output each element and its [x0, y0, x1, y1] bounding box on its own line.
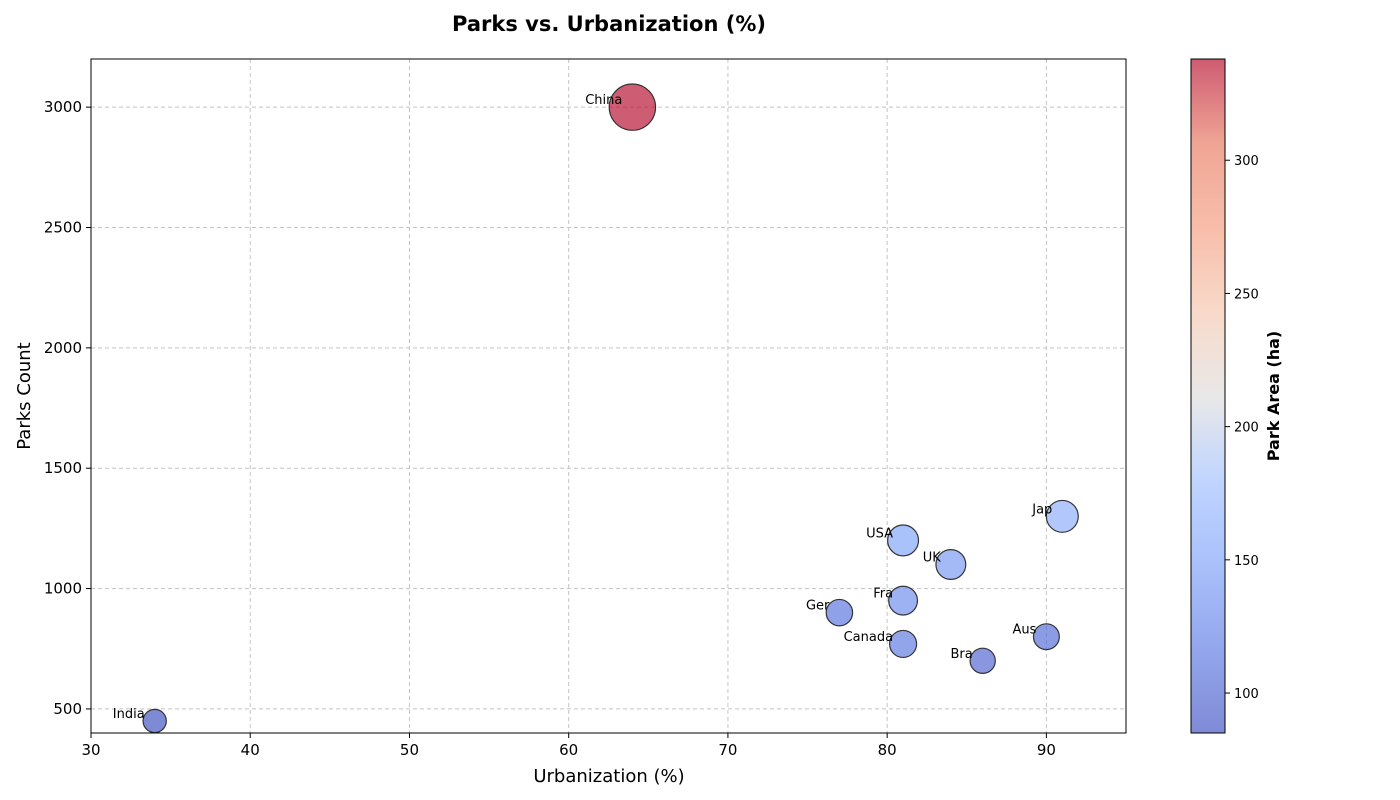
x-tick-label: 80 — [878, 741, 897, 759]
point-label: China — [585, 93, 622, 108]
grid — [91, 59, 1126, 733]
data-point — [1032, 623, 1060, 651]
data-point — [887, 524, 920, 557]
point-label: Jap — [1031, 502, 1052, 517]
data-point — [888, 585, 919, 616]
data-point — [935, 548, 967, 581]
x-tick-label: 70 — [718, 741, 737, 759]
point-label: Ger — [806, 599, 830, 614]
y-tick-label: 500 — [53, 700, 82, 718]
data-point — [142, 708, 167, 734]
x-tick-label: 30 — [81, 741, 100, 759]
y-axis-ticks: 500 1000 1500 2000 2500 3000 — [44, 98, 91, 718]
y-axis-label: Parks Count — [14, 342, 35, 449]
colorbar-tick-label: 200 — [1234, 421, 1259, 436]
data-point — [969, 647, 996, 674]
colorbar-tick-label: 100 — [1234, 687, 1259, 702]
y-tick-label: 1500 — [44, 459, 82, 477]
chart-title: Parks vs. Urbanization (%) — [452, 12, 766, 36]
x-axis-ticks: 30 40 50 60 70 80 90 — [81, 733, 1056, 759]
point-label: Fra — [873, 587, 893, 602]
x-tick-label: 40 — [241, 741, 260, 759]
x-axis-label: Urbanization (%) — [533, 766, 684, 787]
point-label: Bra — [950, 647, 972, 662]
colorbar-label: Park Area (ha) — [1264, 331, 1283, 462]
x-tick-label: 90 — [1037, 741, 1056, 759]
colorbar-tick-label: 250 — [1234, 287, 1259, 302]
data-point — [888, 629, 918, 659]
y-tick-label: 3000 — [44, 98, 82, 116]
data-point — [1045, 499, 1079, 533]
colorbar-ticks: 100 150 200 250 300 — [1225, 154, 1259, 702]
x-tick-label: 50 — [400, 741, 419, 759]
point-label: India — [113, 707, 145, 722]
data-point — [825, 598, 854, 627]
point-label: USA — [866, 526, 893, 541]
data-points — [142, 83, 1079, 734]
colorbar-tick-label: 150 — [1234, 554, 1259, 569]
point-labels: China Jap USA UK Fra Ger Aus Canada Bra India — [113, 93, 1053, 722]
plot-area — [90, 58, 1127, 734]
colorbar — [1190, 58, 1226, 734]
y-tick-label: 2500 — [44, 219, 82, 237]
point-label: UK — [923, 551, 942, 566]
point-label: Canada — [844, 630, 893, 645]
y-tick-label: 2000 — [44, 339, 82, 357]
point-label: Aus — [1012, 623, 1036, 638]
data-point — [608, 83, 657, 131]
y-tick-label: 1000 — [44, 580, 82, 598]
x-tick-label: 60 — [559, 741, 578, 759]
colorbar-tick-label: 300 — [1234, 154, 1259, 169]
